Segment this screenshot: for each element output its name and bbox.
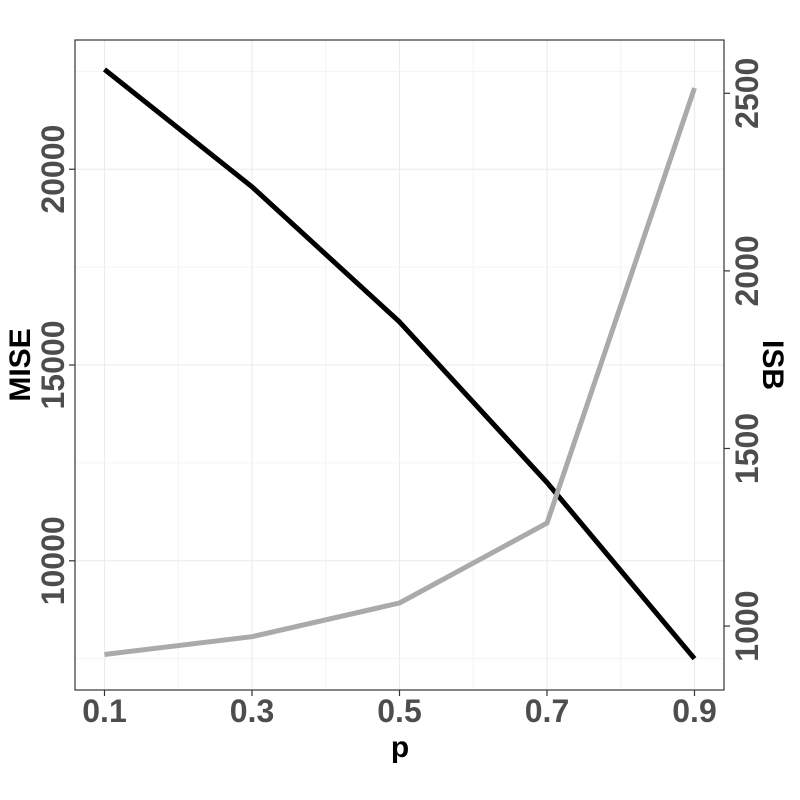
x-axis-title: p bbox=[391, 731, 409, 764]
x-tick-label: 0.1 bbox=[82, 693, 126, 729]
x-tick-label: 0.3 bbox=[230, 693, 274, 729]
y-left-tick-label: 20000 bbox=[35, 125, 71, 214]
x-tick-label: 0.9 bbox=[672, 693, 716, 729]
x-tick-label: 0.5 bbox=[377, 693, 421, 729]
series-line-1 bbox=[102, 67, 697, 661]
y-right-tick-label: 2500 bbox=[729, 58, 765, 129]
grid bbox=[75, 40, 724, 690]
series-layer bbox=[102, 67, 697, 661]
y-left-tick-label: 10000 bbox=[35, 516, 71, 605]
tick-labels: 0.1 0.3 0.5 0.7 0.9 10000 15000 20000 1000 1500 20… bbox=[35, 58, 765, 729]
y-right-tick-label: 2000 bbox=[729, 235, 765, 306]
y-axis-right-title: ISB bbox=[756, 340, 789, 390]
y-left-tick-label: 15000 bbox=[35, 321, 71, 410]
y-axis-left-title: MISE bbox=[4, 328, 37, 401]
tick-marks bbox=[69, 92, 730, 696]
series-line-2 bbox=[104, 87, 697, 657]
y-right-tick-label: 1500 bbox=[729, 413, 765, 484]
y-right-tick-label: 1000 bbox=[729, 591, 765, 662]
x-tick-label: 0.7 bbox=[525, 693, 569, 729]
